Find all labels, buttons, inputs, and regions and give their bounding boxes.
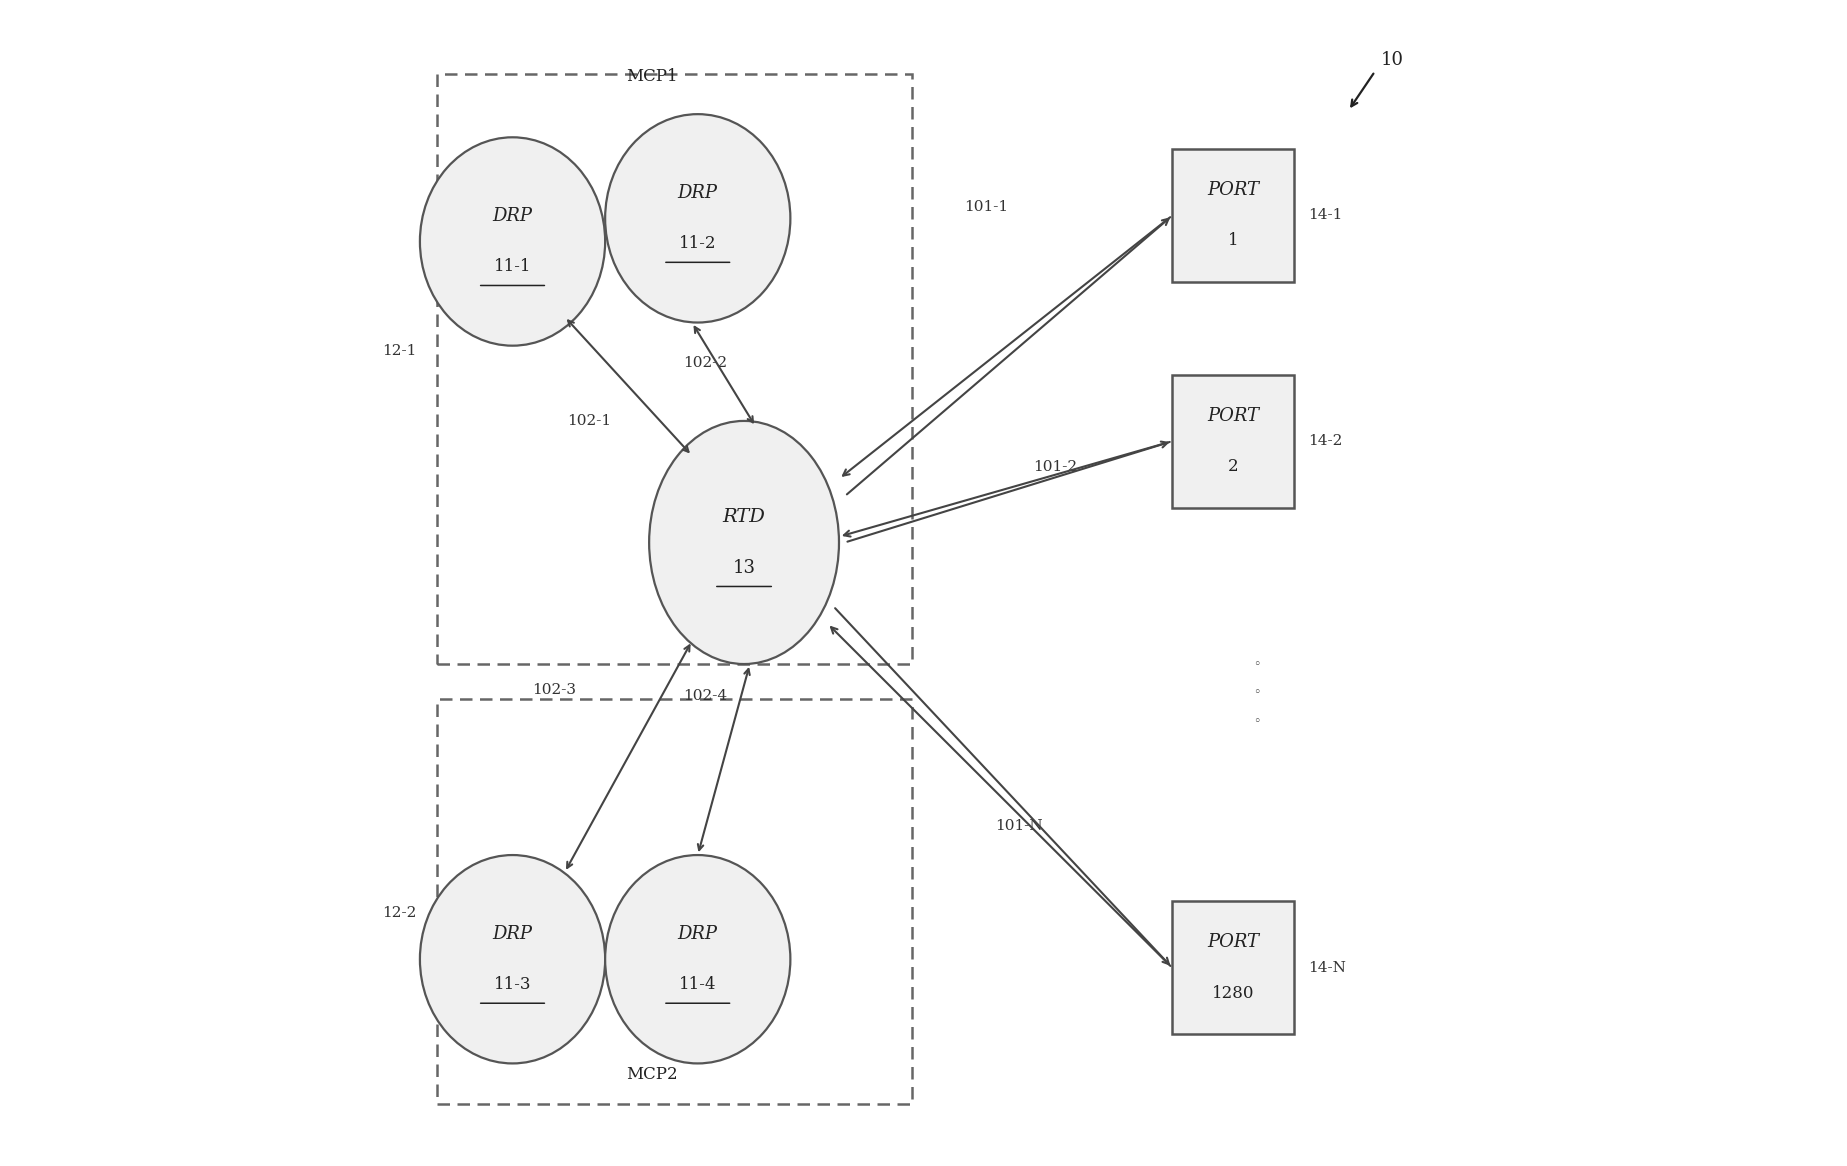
Text: 11-3: 11-3 [493,976,532,993]
Text: 101-1: 101-1 [964,199,1008,213]
Text: 12-1: 12-1 [382,344,416,358]
Text: PORT: PORT [1208,407,1260,424]
Text: ◦: ◦ [1252,716,1260,729]
Text: ◦: ◦ [1252,687,1260,700]
Text: 102-4: 102-4 [683,689,728,703]
Ellipse shape [606,114,791,323]
Text: 101-N: 101-N [996,819,1044,834]
Text: MCP1: MCP1 [626,68,678,85]
Text: 102-2: 102-2 [683,356,728,370]
Text: 10: 10 [1382,51,1404,69]
Text: MCP2: MCP2 [626,1066,678,1083]
Text: 14-2: 14-2 [1308,434,1343,448]
Text: 102-3: 102-3 [532,682,576,696]
Text: 101-2: 101-2 [1034,461,1077,475]
Ellipse shape [419,138,606,345]
Text: 1: 1 [1228,232,1239,250]
Text: 1280: 1280 [1212,985,1254,1002]
Ellipse shape [648,421,839,663]
Text: PORT: PORT [1208,934,1260,951]
Text: PORT: PORT [1208,181,1260,199]
Text: DRP: DRP [493,208,532,225]
Text: 14-1: 14-1 [1308,209,1343,223]
Text: RTD: RTD [722,508,765,526]
FancyBboxPatch shape [1173,374,1295,507]
Text: 11-2: 11-2 [680,236,717,252]
Text: 11-4: 11-4 [680,976,717,993]
FancyBboxPatch shape [1173,901,1295,1034]
Ellipse shape [606,855,791,1063]
Text: DRP: DRP [678,184,718,202]
Text: 11-1: 11-1 [493,259,532,275]
Text: 2: 2 [1228,458,1239,476]
Text: DRP: DRP [493,925,532,943]
Text: 14-N: 14-N [1308,961,1346,975]
Ellipse shape [419,855,606,1063]
Text: 102-1: 102-1 [567,414,611,428]
Text: ◦: ◦ [1252,658,1260,670]
Text: DRP: DRP [678,925,718,943]
Text: 12-2: 12-2 [382,906,416,920]
FancyBboxPatch shape [1173,149,1295,282]
Text: 13: 13 [733,559,755,577]
